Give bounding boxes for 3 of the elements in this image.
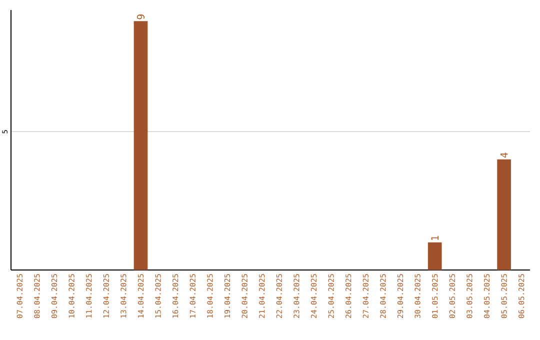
data-label: 4 xyxy=(500,152,508,158)
data-label: 1 xyxy=(431,236,438,240)
data-label: 9 xyxy=(136,14,145,20)
